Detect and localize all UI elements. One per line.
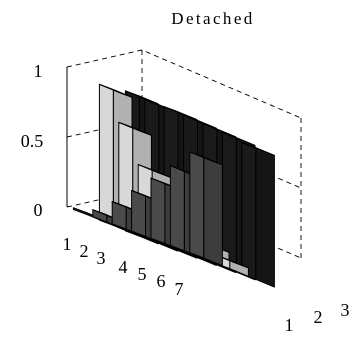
column-tick-label: 3: [341, 300, 350, 320]
column-tick-label: 2: [314, 307, 323, 327]
bar-col3-row7-front: [241, 142, 257, 280]
z-tick-label: 1: [34, 61, 43, 81]
column-tick-label: 1: [285, 315, 294, 335]
bar-col3-row6-top: [221, 132, 256, 146]
bar-col2-row1-top: [98, 83, 133, 98]
row-tick-label: 1: [63, 234, 72, 254]
row-tick-label: 5: [138, 264, 147, 284]
bar-col3-row3-top: [163, 106, 198, 121]
row-tick-label: 3: [97, 248, 106, 268]
bar-col3-row1-top: [124, 90, 159, 105]
row-tick-label: 6: [157, 271, 166, 291]
bar-group: [72, 83, 275, 288]
z-tick-label: 0: [34, 200, 43, 220]
bar-col3-row7-top: [241, 142, 275, 156]
bar-col2-row7-top: [215, 254, 249, 269]
row-tick-label: 4: [119, 257, 128, 277]
bar-col1-row4-front: [131, 190, 146, 237]
bar-col1-row6-front: [169, 165, 185, 252]
bar-col3-row4-top: [183, 114, 217, 129]
bar-col1-row7-side: [203, 156, 223, 267]
bar-col3-row5-top: [202, 123, 237, 138]
z-tick-labels: 1 0.5 0: [21, 61, 44, 220]
bar-col1-row7-top: [189, 151, 223, 166]
chart-title: Detached: [171, 9, 254, 28]
row-tick-label: 7: [175, 279, 184, 299]
column-axis-labels: 1 2 3: [285, 300, 350, 335]
z-tick-label: 0.5: [21, 131, 44, 151]
bar-col2-row2-top: [118, 121, 152, 136]
row-axis-labels: 1 2 3 4 5 6 7: [63, 234, 184, 299]
bar-col1-row7-front: [189, 151, 205, 259]
bar-col2-row1-front: [98, 83, 114, 226]
bar-col1-row5-front: [150, 177, 166, 244]
row-tick-label: 2: [80, 241, 89, 261]
bar-col3-row7-side: [255, 147, 275, 288]
